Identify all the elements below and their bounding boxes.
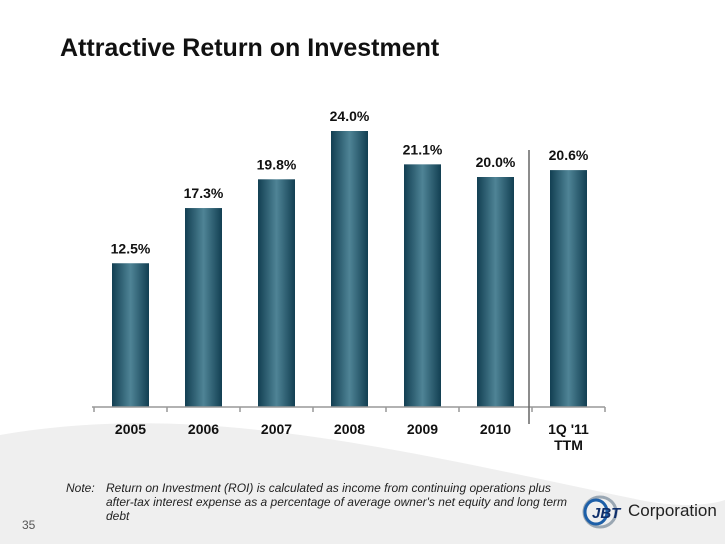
x-tick-label: 1Q '11 — [548, 421, 589, 437]
roi-bar-chart: 12.5% 2005 17.3% 2006 19.8% 2007 24.0% 2008 21.1… — [92, 108, 606, 453]
data-label: 17.3% — [184, 185, 224, 201]
bar — [331, 131, 368, 407]
page-number: 35 — [22, 518, 36, 532]
bar — [550, 170, 587, 407]
page-title: Attractive Return on Investment — [60, 34, 440, 62]
bar — [258, 179, 295, 407]
x-tick-label: 2008 — [334, 421, 365, 437]
data-label: 12.5% — [111, 240, 151, 256]
data-label: 24.0% — [330, 108, 370, 124]
x-tick-label: 2006 — [188, 421, 219, 437]
data-label: 20.6% — [549, 147, 589, 163]
bar — [112, 263, 149, 407]
x-tick-label: 2010 — [480, 421, 511, 437]
x-tick-label: 2007 — [261, 421, 292, 437]
bar — [477, 177, 514, 407]
bar — [404, 164, 441, 407]
x-tick-label: TTM — [554, 437, 583, 453]
x-tick-label: 2009 — [407, 421, 438, 437]
bar — [185, 208, 222, 407]
x-tick-label: 2005 — [115, 421, 146, 437]
logo-text: Corporation — [628, 501, 717, 520]
note-text: Return on Investment (ROI) is calculated… — [106, 481, 568, 523]
data-label: 19.8% — [257, 156, 297, 172]
data-label: 20.0% — [476, 154, 516, 170]
data-label: 21.1% — [403, 141, 443, 157]
note-label: Note: — [66, 481, 95, 495]
jbt-logo: JBT Corporation — [578, 494, 718, 530]
svg-text:JBT: JBT — [592, 505, 622, 522]
